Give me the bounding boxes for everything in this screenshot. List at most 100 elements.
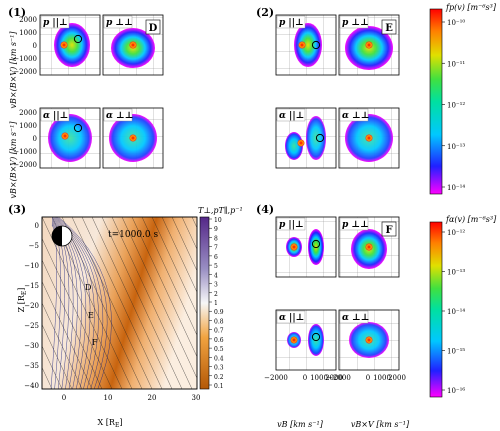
- x-tick: −2000: [327, 374, 351, 382]
- x-tick: 1000: [310, 374, 328, 382]
- map-x-tick: 10: [104, 394, 113, 402]
- panel4-p-par-perp: p ||⊥: [275, 216, 337, 278]
- subplot-label: α ||⊥: [279, 111, 304, 121]
- map-cbar-tick: 0.1: [214, 383, 224, 390]
- y-tick: −2000: [13, 161, 37, 169]
- case-letter: E: [385, 23, 393, 34]
- subplot-label: α ||⊥: [43, 111, 68, 121]
- colorbar-p-ticks: 10⁻¹⁰ 10⁻¹¹ 10⁻¹² 10⁻¹³ 10⁻¹⁴: [442, 19, 465, 192]
- panel2-p-perp-perp: p ⊥⊥ E: [338, 14, 400, 76]
- case-letter: F: [385, 225, 392, 236]
- map-cbar-tick: 0.9: [214, 309, 224, 316]
- map-cbar-tick: 0.3: [214, 365, 224, 372]
- x-tick: 1000: [373, 374, 391, 382]
- cbar-tick: 10⁻¹⁶: [447, 387, 465, 395]
- ylabel-mid: vB×(B×V) [km s⁻¹]: [9, 121, 18, 199]
- map-cbar-tick: 8: [214, 235, 218, 242]
- x-tick: −2000: [264, 374, 288, 382]
- map-marker: E: [88, 311, 94, 320]
- y-tick: −1000: [13, 55, 37, 63]
- xlabel-right: vB×V [km s⁻¹]: [351, 420, 410, 429]
- subplot-label: α ||⊥: [279, 313, 304, 323]
- velocity-panels: p ||⊥ p ⊥⊥ D α ||⊥ α ⊥⊥ p ||⊥ p ⊥⊥ Eα ||⊥ α ⊥⊥: [39, 14, 400, 169]
- panel-label-2: (2): [256, 6, 274, 19]
- xlabel-left: vB [km s⁻¹]: [277, 420, 324, 429]
- y-tick: −2000: [13, 68, 37, 76]
- cbar-tick: 10⁻¹⁴: [447, 184, 465, 192]
- map-x-tick: 30: [192, 394, 201, 402]
- subplot-label: α ⊥⊥: [342, 313, 369, 323]
- velocity-panels-4: p ||⊥ p ⊥⊥ F α ||⊥ α ⊥⊥: [275, 216, 400, 371]
- panel1-a-par-perp: α ||⊥: [39, 107, 101, 169]
- map-zlabel: Z [RE]: [17, 288, 28, 313]
- cbar-tick: 10⁻¹²: [447, 229, 465, 237]
- map-cbar-tick: 10: [214, 217, 222, 224]
- y-tick: 2000: [19, 16, 37, 24]
- panel2-a-par-perp: α ||⊥: [275, 107, 337, 169]
- subplot-label: α ⊥⊥: [106, 111, 133, 121]
- y-ticks-top: 2000 1000 0 −1000 −2000: [13, 16, 37, 76]
- map-cbar-tick: 0.2: [214, 374, 224, 381]
- panel1-p-par-perp: p ||⊥: [39, 14, 101, 76]
- subplot-label: p ||⊥: [279, 18, 304, 28]
- map-cbar-tick: 0.6: [214, 337, 224, 344]
- y-tick: 1000: [19, 29, 37, 37]
- map-ticks: 0 −5 −10 −15 −20 −25 −30 −35 −40 0 10 20 30: [24, 222, 200, 402]
- map-colorbar-label: T⊥,pT∥,p⁻¹: [198, 206, 243, 215]
- planet-icon: [51, 225, 73, 247]
- map-markers: D E F: [85, 283, 98, 347]
- map-z-tick: −20: [24, 302, 39, 310]
- panel1-p-perp-perp: p ⊥⊥ D: [102, 14, 164, 76]
- y-tick: −1000: [13, 148, 37, 156]
- cbar-tick: 10⁻¹³: [447, 269, 465, 277]
- map-xlabel: X [RE]: [98, 418, 123, 429]
- map-z-tick: −40: [24, 382, 39, 390]
- map-z-tick: −35: [24, 362, 39, 370]
- map-marker: F: [92, 338, 98, 347]
- map-cbar-tick: 7: [214, 245, 218, 252]
- subplot-label: α ⊥⊥: [342, 111, 369, 121]
- panel4-a-perp-perp: α ⊥⊥: [338, 309, 400, 371]
- map-colorbar-ticks: 10 9 8 7 6 5 4 3 2 1 0.9 0.8 0.7 0.6 0.5 0.4 0.3 0.2 0.1: [209, 217, 224, 390]
- subplot-label: p ||⊥: [43, 18, 68, 28]
- cbar-tick: 10⁻¹¹: [447, 60, 465, 68]
- map-x-tick: 0: [62, 394, 66, 402]
- map-z-tick: −10: [24, 262, 39, 270]
- colorbar-alpha-label: fα(v) [m⁻⁶s³]: [445, 215, 497, 224]
- map-cbar-tick: 0.5: [214, 346, 224, 353]
- map-cbar-tick: 1: [214, 300, 218, 307]
- x-tick: 0: [366, 374, 370, 382]
- cbar-tick: 10⁻¹⁵: [447, 348, 465, 356]
- colorbar-p-label: fp(v) [m⁻⁶s³]: [445, 3, 497, 12]
- x-tick: 0: [303, 374, 307, 382]
- y-tick: 0: [33, 42, 37, 50]
- cbar-tick: 10⁻¹⁴: [447, 308, 465, 316]
- map-cbar-tick: 0.4: [214, 355, 224, 362]
- panel4-a-par-perp: α ||⊥: [275, 309, 337, 371]
- map-z-tick: −5: [29, 242, 39, 250]
- panel2-p-par-perp: p ||⊥: [275, 14, 337, 76]
- panel-label-4: (4): [256, 203, 274, 216]
- panel4-p-perp-perp: p ⊥⊥ F: [338, 216, 400, 278]
- map-cbar-tick: 4: [214, 272, 218, 279]
- subplot-label: p ⊥⊥: [342, 18, 369, 28]
- x-tick: 2000: [325, 374, 343, 382]
- cbar-tick: 10⁻¹³: [447, 143, 465, 151]
- map-cbar-tick: 0.8: [214, 318, 224, 325]
- y-ticks-mid: 2000 1000 0 −1000 −2000: [13, 109, 37, 169]
- map-marker: D: [85, 283, 91, 292]
- panel-label-3: (3): [8, 203, 26, 216]
- map-cbar-tick: 5: [214, 263, 218, 270]
- map-cbar-tick: 6: [214, 254, 218, 261]
- y-tick: 0: [33, 135, 37, 143]
- cbar-tick: 10⁻¹²: [447, 102, 465, 110]
- map-z-tick: −30: [24, 342, 39, 350]
- colorbar-alpha-ticks: 10⁻¹² 10⁻¹³ 10⁻¹⁴ 10⁻¹⁵ 10⁻¹⁶: [442, 229, 465, 395]
- y-tick: 1000: [19, 122, 37, 130]
- map-colorbar: [199, 216, 210, 390]
- panel2-a-perp-perp: α ⊥⊥: [338, 107, 400, 169]
- map-z-tick: 0: [35, 222, 39, 230]
- map-cbar-tick: 9: [214, 226, 218, 233]
